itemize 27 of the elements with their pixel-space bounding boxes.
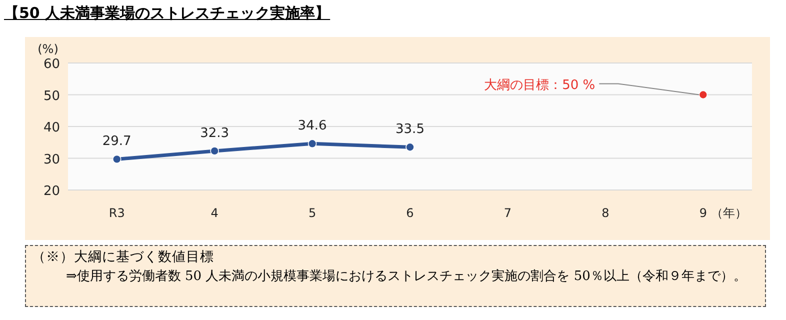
annotation: 大綱の目標：50 % xyxy=(484,78,596,93)
x-tick-label: 8 xyxy=(602,206,610,220)
x-tick-label: 6 xyxy=(406,206,414,220)
x-tick-label: 4 xyxy=(210,206,218,220)
point xyxy=(112,154,122,164)
y-tick-label: 30 xyxy=(43,152,60,168)
data-label: 32.3 xyxy=(200,126,230,141)
point xyxy=(210,146,219,156)
y-tick-label: 50 xyxy=(43,88,60,104)
x-tick-label: R3 xyxy=(108,206,125,220)
x-tick-label: 5 xyxy=(308,206,316,220)
data-label: 29.7 xyxy=(102,134,132,150)
y-tick-label: 20 xyxy=(43,184,60,199)
point xyxy=(406,142,414,152)
y-tick-label: 60 xyxy=(43,57,60,72)
x-tick-label: 7 xyxy=(504,206,512,220)
chart-title: 【50 人未満事業場のストレスチェック実施率】 xyxy=(4,4,330,23)
y-axis-title: (%) xyxy=(38,42,58,56)
point xyxy=(308,139,317,148)
text: ⇒使用する労働者数 50 人未満の小規模事業場におけるストレスチェック実施の割合を 50％以上（令和９年まで）。 xyxy=(65,268,748,286)
x-axis-title: （年） xyxy=(711,206,748,220)
data-label: 33.5 xyxy=(396,122,424,138)
y-tick-label: 40 xyxy=(43,120,60,136)
text: （※）大綱に基づく数値目標 xyxy=(32,248,215,267)
x-tick-label: 9 xyxy=(699,206,707,220)
annotation-leader: 大綱の目標：50 % xyxy=(484,78,700,96)
data-label: 34.6 xyxy=(298,118,327,134)
